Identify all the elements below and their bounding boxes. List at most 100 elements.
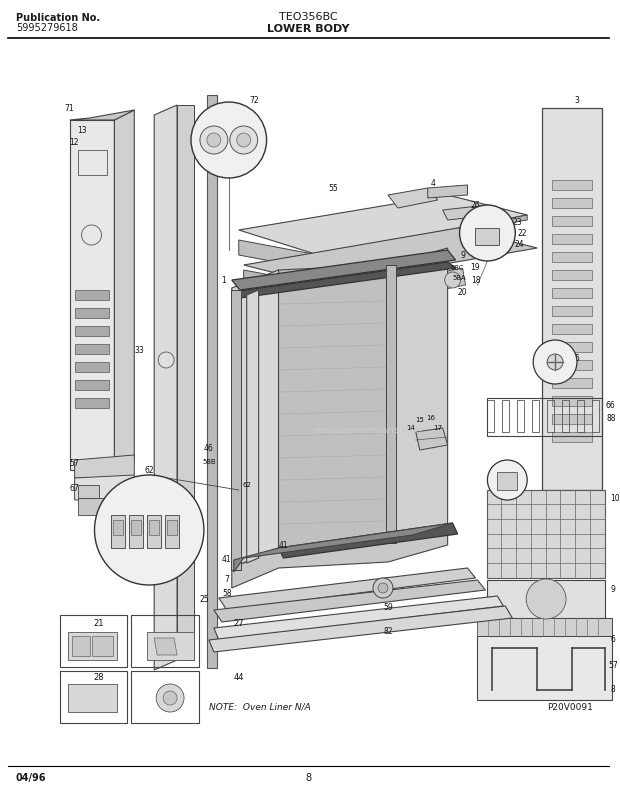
Text: 14: 14 bbox=[406, 425, 415, 431]
Polygon shape bbox=[552, 396, 592, 406]
Text: 23: 23 bbox=[513, 218, 522, 226]
Polygon shape bbox=[147, 515, 161, 548]
Polygon shape bbox=[232, 262, 456, 298]
Text: TEO356BC: TEO356BC bbox=[279, 12, 338, 22]
Polygon shape bbox=[552, 360, 592, 370]
Circle shape bbox=[373, 578, 393, 598]
Polygon shape bbox=[552, 252, 592, 262]
Text: 7: 7 bbox=[224, 576, 229, 585]
Text: 1: 1 bbox=[221, 275, 226, 285]
Circle shape bbox=[191, 102, 267, 178]
Circle shape bbox=[163, 691, 177, 705]
Polygon shape bbox=[476, 228, 499, 245]
Polygon shape bbox=[552, 414, 592, 424]
Polygon shape bbox=[72, 636, 89, 656]
Polygon shape bbox=[477, 618, 612, 636]
Polygon shape bbox=[68, 632, 117, 660]
Text: 58C: 58C bbox=[451, 265, 464, 271]
Polygon shape bbox=[244, 228, 537, 285]
Polygon shape bbox=[214, 580, 485, 622]
Text: 24: 24 bbox=[515, 240, 524, 248]
Text: 21: 21 bbox=[94, 619, 104, 627]
Text: 27: 27 bbox=[234, 619, 244, 627]
Circle shape bbox=[445, 272, 461, 288]
Text: 58: 58 bbox=[222, 589, 232, 597]
Polygon shape bbox=[244, 270, 323, 300]
Polygon shape bbox=[69, 110, 135, 120]
Polygon shape bbox=[167, 520, 177, 535]
Polygon shape bbox=[552, 288, 592, 298]
Polygon shape bbox=[78, 498, 109, 515]
Polygon shape bbox=[214, 596, 503, 640]
Polygon shape bbox=[74, 290, 109, 300]
Circle shape bbox=[200, 126, 228, 154]
Polygon shape bbox=[552, 180, 592, 190]
Text: 18: 18 bbox=[471, 275, 480, 285]
Polygon shape bbox=[74, 362, 109, 372]
Polygon shape bbox=[552, 432, 592, 442]
Text: .: . bbox=[172, 511, 176, 521]
Polygon shape bbox=[487, 490, 604, 578]
Polygon shape bbox=[74, 344, 109, 354]
Polygon shape bbox=[487, 580, 604, 618]
Circle shape bbox=[487, 460, 527, 500]
Text: 8: 8 bbox=[610, 686, 615, 694]
Text: 25: 25 bbox=[199, 596, 209, 604]
Text: 28: 28 bbox=[94, 672, 104, 682]
Polygon shape bbox=[234, 523, 453, 572]
Text: 33: 33 bbox=[135, 346, 144, 354]
Text: 5: 5 bbox=[575, 354, 579, 362]
Polygon shape bbox=[177, 105, 194, 660]
Text: 19: 19 bbox=[471, 263, 480, 273]
Polygon shape bbox=[247, 290, 259, 563]
Text: 15: 15 bbox=[415, 417, 424, 423]
Polygon shape bbox=[318, 215, 527, 255]
Text: .: . bbox=[172, 493, 176, 503]
Circle shape bbox=[94, 475, 204, 585]
Polygon shape bbox=[149, 520, 159, 535]
Circle shape bbox=[158, 352, 174, 368]
Polygon shape bbox=[477, 635, 612, 700]
Polygon shape bbox=[278, 523, 458, 558]
Circle shape bbox=[378, 583, 388, 593]
Text: Publication No.: Publication No. bbox=[16, 13, 100, 23]
Polygon shape bbox=[207, 95, 217, 668]
Polygon shape bbox=[219, 568, 476, 610]
Text: 58A: 58A bbox=[453, 275, 466, 281]
Text: 71: 71 bbox=[65, 104, 74, 112]
Text: 8: 8 bbox=[305, 773, 311, 783]
Text: 44: 44 bbox=[234, 672, 244, 682]
Polygon shape bbox=[112, 515, 125, 548]
Text: 13: 13 bbox=[77, 126, 86, 134]
Text: 62: 62 bbox=[242, 482, 251, 488]
Polygon shape bbox=[552, 234, 592, 244]
Circle shape bbox=[533, 340, 577, 384]
Polygon shape bbox=[92, 636, 113, 656]
Polygon shape bbox=[542, 108, 602, 490]
Text: 72: 72 bbox=[249, 96, 259, 104]
Text: 20: 20 bbox=[458, 287, 467, 297]
Polygon shape bbox=[74, 475, 135, 500]
Circle shape bbox=[547, 354, 563, 370]
Polygon shape bbox=[74, 455, 135, 478]
Text: 58B: 58B bbox=[202, 459, 216, 465]
Polygon shape bbox=[552, 270, 592, 280]
Polygon shape bbox=[78, 485, 99, 498]
Polygon shape bbox=[552, 198, 592, 208]
Polygon shape bbox=[232, 525, 448, 588]
Circle shape bbox=[207, 133, 221, 147]
Text: 41: 41 bbox=[278, 542, 288, 551]
Text: 67: 67 bbox=[69, 483, 79, 493]
Text: 63: 63 bbox=[144, 576, 154, 585]
Text: 9: 9 bbox=[460, 251, 465, 259]
Polygon shape bbox=[552, 378, 592, 388]
Text: 04/96: 04/96 bbox=[16, 773, 46, 783]
Polygon shape bbox=[443, 205, 492, 220]
Text: 57: 57 bbox=[608, 660, 618, 669]
Polygon shape bbox=[231, 290, 241, 570]
Text: 6: 6 bbox=[610, 635, 615, 645]
Polygon shape bbox=[552, 216, 592, 226]
Polygon shape bbox=[131, 520, 141, 535]
Text: 22: 22 bbox=[518, 229, 527, 237]
Polygon shape bbox=[115, 110, 135, 470]
